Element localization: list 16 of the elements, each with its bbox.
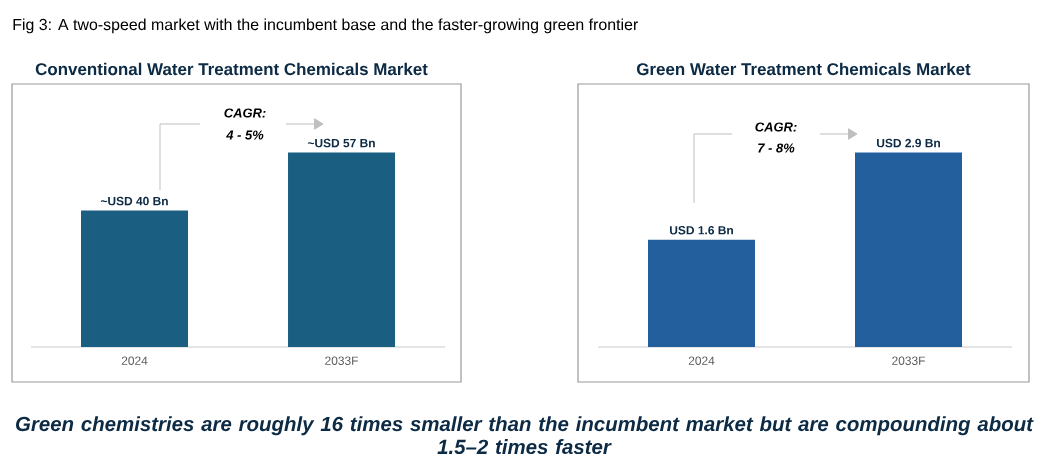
x-tick-label: 2033F <box>892 356 925 365</box>
chart-title: Conventional Water Treatment Chemicals Market <box>35 62 428 76</box>
annotation: 7 - 8% <box>758 143 795 153</box>
data-label: ~USD 40 Bn <box>100 196 168 206</box>
x-tick-label: 2024 <box>121 356 148 365</box>
x-tick-label: 2033F <box>325 356 358 365</box>
chart-title: Green Water Treatment Chemicals Market <box>636 62 971 76</box>
text: CAGR: <box>755 122 797 132</box>
x-tick-label: 2024 <box>688 356 715 365</box>
text: Green chemistries are roughly 16 times smaller than the incumbent market but are compounding about 1.5–2 times faster <box>16 416 1034 455</box>
caption: Fig 3: A two-speed market with the incumbent base and the faster-growing green frontier <box>13 18 638 34</box>
text: 4 - 5% <box>226 130 264 140</box>
data-label: ~USD 57 Bn <box>307 138 375 148</box>
text: CAGR: <box>224 108 266 118</box>
data-label: USD 1.6 Bn <box>670 226 733 235</box>
data-label: USD 2.9 Bn <box>877 138 940 148</box>
